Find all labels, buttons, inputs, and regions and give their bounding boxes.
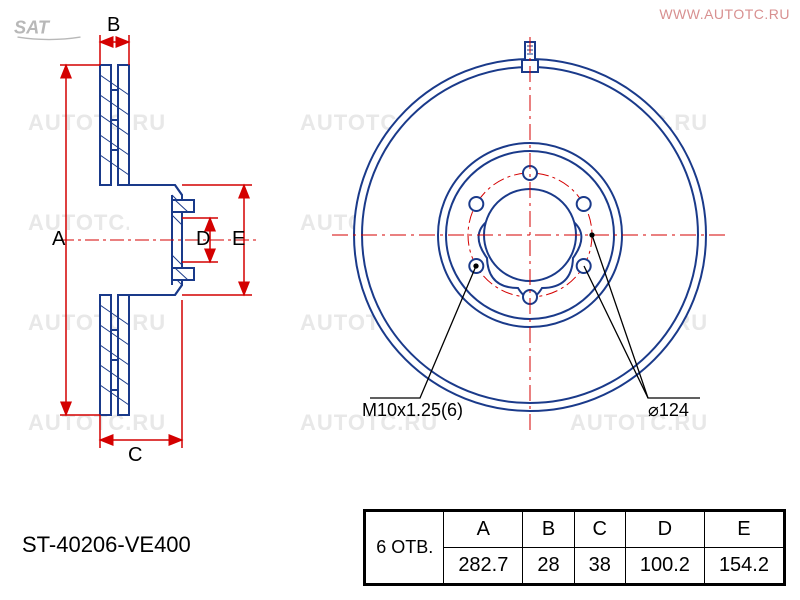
table-value: 28 xyxy=(523,548,574,584)
table-header: D xyxy=(625,512,704,548)
dim-label-a: A xyxy=(52,228,65,251)
table-header: A xyxy=(444,512,523,548)
holes-count-cell: 6 ОТВ. xyxy=(366,512,444,584)
dim-label-e: E xyxy=(232,228,245,251)
dim-b xyxy=(100,35,129,65)
table-value: 100.2 xyxy=(625,548,704,584)
part-number: ST-40206-VE400 xyxy=(22,532,191,558)
table-value: 282.7 xyxy=(444,548,523,584)
dimension-table: 6 ОТВ. A B C D E 282.7 28 38 100.2 154.2 xyxy=(363,509,786,586)
table-value: 154.2 xyxy=(704,548,783,584)
table-header: E xyxy=(704,512,783,548)
table-value: 38 xyxy=(574,548,625,584)
side-view xyxy=(60,65,260,415)
stud-spec-label: M10x1.25(6) xyxy=(362,400,463,421)
front-view xyxy=(332,37,728,433)
dim-label-d: D xyxy=(196,228,210,251)
table-header: C xyxy=(574,512,625,548)
dim-label-b: B xyxy=(107,14,120,37)
dim-label-c: C xyxy=(128,444,142,467)
bolt-dia-label: ⌀124 xyxy=(648,400,689,421)
table-header: B xyxy=(523,512,574,548)
